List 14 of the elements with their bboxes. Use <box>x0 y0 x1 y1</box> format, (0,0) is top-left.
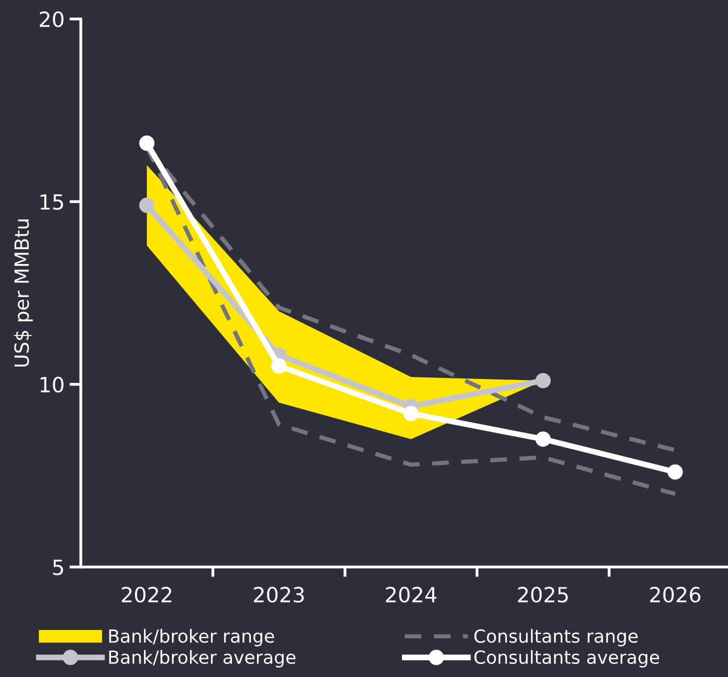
x-tick-label: 2024 <box>386 586 436 603</box>
legend-label: Bank/broker range <box>109 628 274 646</box>
x-tick-label: 2025 <box>518 586 568 603</box>
y-tick-label: 20 <box>40 11 64 28</box>
y-tick-label: 15 <box>40 194 64 210</box>
x-tick-label: 2026 <box>650 586 700 603</box>
y-tick-label: 10 <box>40 376 64 393</box>
legend-label: Consultants average <box>474 650 660 668</box>
x-tick-label: 2023 <box>254 586 304 603</box>
legend-label: Bank/broker average <box>109 650 296 668</box>
legend-label: Consultants range <box>474 628 638 646</box>
y-axis-title: US$ per MMBtu <box>14 220 33 367</box>
y-tick-label: 5 <box>53 560 64 576</box>
x-tick-label: 2022 <box>122 586 172 603</box>
